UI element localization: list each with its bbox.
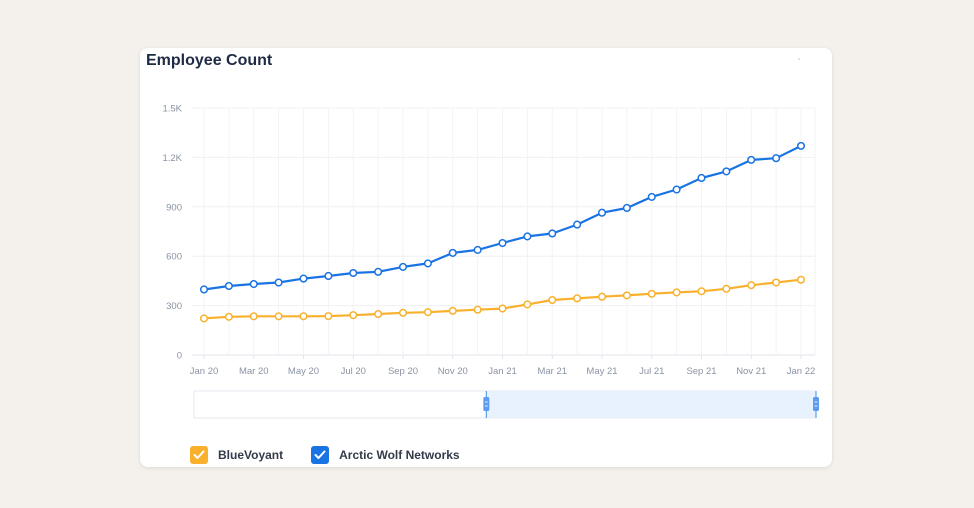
legend-item-bluevoyant[interactable]: BlueVoyant [190, 446, 283, 464]
data-point-bluevoyant [349, 311, 358, 320]
range-slider-right-handle[interactable] [813, 391, 819, 418]
chart-card: Employee Count 0 300 600 900 1.2K 1.5K Jan 20 M… [140, 48, 832, 467]
data-point-arctic-wolf-networks [448, 248, 457, 257]
data-point-bluevoyant [647, 289, 656, 298]
data-point-arctic-wolf-networks [747, 155, 756, 164]
data-point-bluevoyant [249, 312, 258, 321]
legend-checkbox-bluevoyant[interactable] [190, 446, 208, 464]
data-point-bluevoyant [548, 295, 557, 305]
data-point-bluevoyant [448, 306, 457, 315]
data-point-bluevoyant [299, 312, 308, 321]
legend-checkbox-arctic-wolf[interactable] [311, 446, 330, 464]
range-slider-left-handle[interactable] [483, 391, 490, 418]
x-tick-label: May 21 [586, 366, 617, 377]
data-point-arctic-wolf-networks [697, 173, 706, 183]
data-point-arctic-wolf-networks [573, 220, 582, 229]
x-tick-label: Jan 21 [488, 366, 517, 377]
data-point-arctic-wolf-networks [349, 268, 358, 278]
data-point-arctic-wolf-networks [473, 245, 482, 254]
line-chart: 0 300 600 900 1.2K 1.5K Jan 20 Mar 20 May 20 Jul … [162, 104, 819, 419]
data-point-bluevoyant [747, 281, 756, 290]
x-tick-label: Sep 20 [388, 366, 418, 377]
legend-label-arctic-wolf: Arctic Wolf Networks [339, 448, 460, 462]
y-tick-label: 1.5K [162, 104, 182, 115]
data-point-arctic-wolf-networks [199, 285, 209, 294]
data-point-bluevoyant [274, 312, 283, 321]
x-tick-label: Mar 21 [537, 366, 567, 377]
x-tick-label: Jan 20 [190, 366, 219, 377]
data-point-bluevoyant [473, 305, 482, 314]
data-point-arctic-wolf-networks [274, 278, 283, 287]
data-point-bluevoyant [374, 309, 383, 319]
data-point-arctic-wolf-networks [647, 192, 656, 201]
x-tick-label: Nov 20 [438, 366, 468, 377]
y-tick-label: 900 [166, 202, 182, 213]
data-point-bluevoyant [224, 312, 233, 321]
data-point-bluevoyant [622, 291, 631, 300]
data-point-arctic-wolf-networks [672, 185, 681, 194]
range-slider-selection [486, 391, 816, 418]
y-tick-label: 1.2K [162, 153, 182, 164]
data-point-arctic-wolf-networks [299, 274, 308, 283]
data-point-arctic-wolf-networks [772, 154, 781, 163]
legend-label-bluevoyant: BlueVoyant [218, 448, 284, 462]
data-point-arctic-wolf-networks [523, 232, 532, 241]
data-point-bluevoyant [722, 284, 731, 293]
data-point-bluevoyant [697, 287, 706, 296]
data-point-bluevoyant [796, 275, 806, 284]
data-point-arctic-wolf-networks [498, 238, 507, 248]
data-point-arctic-wolf-networks [374, 267, 383, 276]
x-tick-label: Sep 21 [686, 366, 716, 377]
data-point-bluevoyant [573, 294, 582, 303]
data-point-bluevoyant [523, 300, 532, 309]
y-tick-label: 300 [166, 301, 182, 312]
legend-item-arctic-wolf[interactable]: Arctic Wolf Networks [311, 446, 460, 464]
data-point-bluevoyant [199, 314, 209, 323]
data-point-bluevoyant [498, 304, 507, 313]
x-tick-label: Nov 21 [736, 366, 766, 377]
check-icon [193, 450, 205, 459]
data-point-arctic-wolf-networks [324, 271, 333, 281]
check-icon [314, 450, 326, 459]
x-tick-label: Mar 20 [239, 366, 269, 377]
data-point-bluevoyant [772, 278, 781, 287]
data-point-arctic-wolf-networks [224, 281, 233, 291]
data-point-bluevoyant [398, 308, 408, 317]
data-point-arctic-wolf-networks [423, 259, 432, 268]
data-point-arctic-wolf-networks [548, 229, 557, 238]
y-tick-label: 0 [177, 351, 182, 362]
data-point-arctic-wolf-networks [622, 203, 631, 213]
data-point-arctic-wolf-networks [796, 141, 806, 150]
data-point-arctic-wolf-networks [398, 262, 408, 271]
x-tick-label: Jul 20 [341, 366, 366, 377]
data-point-bluevoyant [324, 312, 333, 321]
data-point-bluevoyant [423, 308, 432, 317]
data-point-bluevoyant [597, 292, 607, 301]
x-tick-label: May 20 [288, 366, 319, 377]
data-point-arctic-wolf-networks [597, 208, 607, 217]
data-point-bluevoyant [672, 288, 681, 297]
menu-dot-icon [798, 58, 800, 60]
x-tick-label: Jul 21 [639, 366, 664, 377]
chart-title: Employee Count [146, 52, 273, 69]
data-point-arctic-wolf-networks [722, 167, 731, 176]
y-tick-label: 600 [166, 252, 182, 263]
x-tick-label: Jan 22 [787, 366, 816, 377]
chart-legend: BlueVoyant Arctic Wolf Networks [190, 446, 488, 464]
data-point-arctic-wolf-networks [249, 279, 258, 289]
